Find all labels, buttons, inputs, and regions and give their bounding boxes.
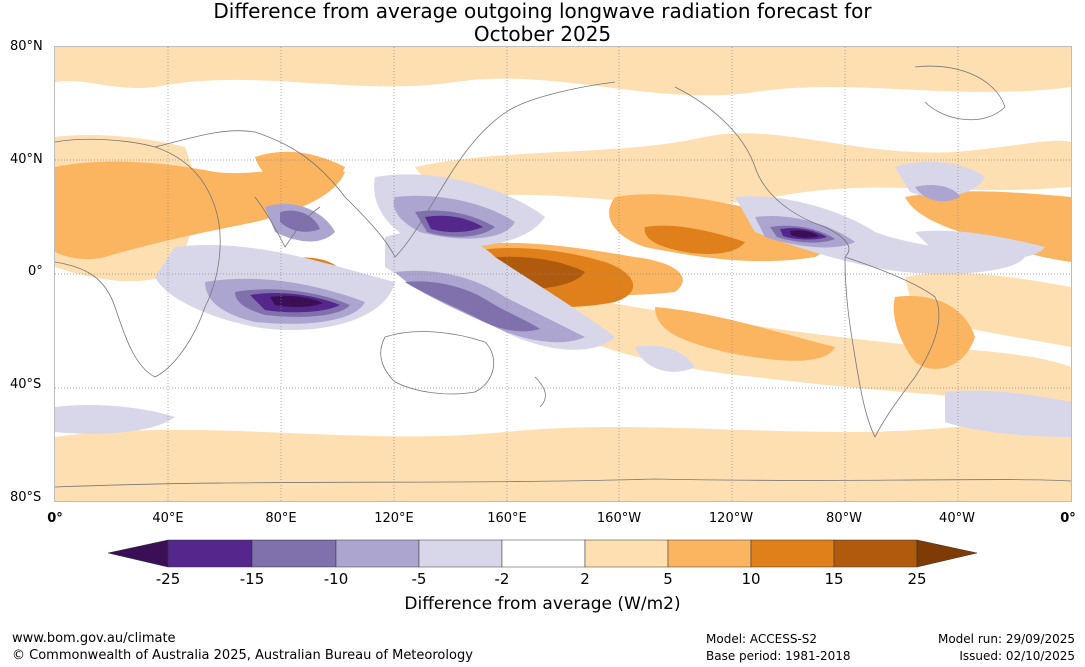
lon-label-160e: 160°E [487, 511, 527, 526]
lon-label-80e: 80°E [265, 511, 297, 526]
colorbar-tick-minus5: -5 [411, 570, 427, 588]
colorbar-segment-above-25 [916, 539, 978, 568]
colorbar-tick-minus25: -25 [155, 570, 181, 588]
colorbar-tick-15: 15 [824, 570, 844, 588]
title-line-2: October 2025 [473, 22, 612, 46]
australia-coast [380, 331, 494, 395]
africa-coast [55, 138, 221, 378]
lon-label-40w: 40°W [939, 511, 975, 526]
south-america-coast [844, 256, 940, 438]
southern-indian-outer [55, 405, 175, 434]
colorbar-segment-minus15-minus10 [251, 539, 337, 568]
indian-ocean-extreme [270, 295, 323, 308]
atlantic-itcz-outer [915, 230, 1045, 259]
colorbar-segment-minus2-2 [501, 539, 586, 568]
title-line-1: Difference from average outgoing longwav… [213, 0, 872, 23]
graticule [55, 47, 1071, 501]
arctic-band [55, 47, 1071, 96]
eastern-pacific-orange [655, 307, 835, 361]
map-svg [55, 47, 1071, 501]
maritime-continent-outer [385, 230, 615, 350]
south-pacific-outer [635, 345, 695, 372]
colorbar-tick-minus2: -2 [494, 570, 510, 588]
colorbar-tick-25: 25 [907, 570, 927, 588]
lon-label-0-right: 0° [1060, 511, 1076, 526]
colorbar-segment-5-10 [667, 539, 752, 568]
india-coast [254, 196, 321, 248]
chart-title: Difference from average outgoing longwav… [0, 0, 1085, 46]
colorbar-segment-minus10-minus5 [335, 539, 420, 568]
southern-ocean-band [55, 424, 1071, 501]
new-zealand-coast [534, 376, 546, 408]
colorbar-segment-15-25 [833, 539, 918, 568]
south-atlantic-band [905, 272, 1071, 347]
footer-issued: Issued: 02/10/2025 [959, 649, 1075, 663]
colorbar-tick-10: 10 [741, 570, 761, 588]
colorbar-segment-2-5 [584, 539, 669, 568]
atlantic-mid [915, 185, 960, 202]
coastlines [55, 65, 1071, 488]
brazil-orange [893, 296, 975, 369]
footer-model: Model: ACCESS-S2 [706, 632, 818, 646]
footer-copyright: © Commonwealth of Australia 2025, Austra… [12, 648, 473, 663]
lat-label-80s: 80°S [10, 490, 42, 505]
lon-label-160w: 160°W [596, 511, 642, 526]
lon-label-40e: 40°E [152, 511, 184, 526]
colorbar [107, 539, 978, 568]
central-america-extreme [790, 230, 819, 238]
colorbar-tick-minus15: -15 [239, 570, 265, 588]
colorbar-tick-5: 5 [663, 570, 673, 588]
bay-of-bengal-dark [280, 210, 320, 232]
greenland-coast [914, 65, 1006, 121]
colorbar-tick-2: 2 [580, 570, 590, 588]
lon-label-80w: 80°W [826, 511, 862, 526]
footer-url: www.bom.gov.au/climate [12, 631, 176, 646]
lon-label-0-left: 0° [47, 511, 63, 526]
lon-label-120w: 120°W [708, 511, 754, 526]
ola-anomaly-map [54, 46, 1072, 502]
lat-label-40n: 40°N [10, 152, 43, 167]
colorbar-segment-10-15 [750, 539, 835, 568]
maritime-dark [405, 281, 540, 332]
eurasia-coast [154, 81, 616, 258]
lat-label-0: 0° [28, 264, 43, 279]
lat-label-40s: 40°S [10, 377, 42, 392]
colorbar-segment-below-25 [107, 539, 169, 568]
lat-label-80n: 80°N [10, 39, 43, 54]
footer-base-period: Base period: 1981-2018 [706, 649, 851, 663]
nw-pacific-deep [425, 215, 483, 233]
north-america-coast [674, 86, 850, 258]
south-atlantic-outer [945, 390, 1071, 437]
lon-label-120e: 120°E [374, 511, 414, 526]
sahara-arabia-high [55, 161, 345, 260]
antarctica-coast [55, 478, 1071, 488]
extreme-purple-fields [270, 230, 819, 308]
colorbar-tick-minus10: -10 [323, 570, 349, 588]
colorbar-title: Difference from average (W/m2) [404, 594, 681, 614]
footer-model-run: Model run: 29/09/2025 [937, 632, 1075, 646]
mexico-orange [644, 225, 745, 254]
colorbar-segment-minus5-minus2 [418, 539, 503, 568]
colorbar-segment-minus25-minus15 [167, 539, 253, 568]
